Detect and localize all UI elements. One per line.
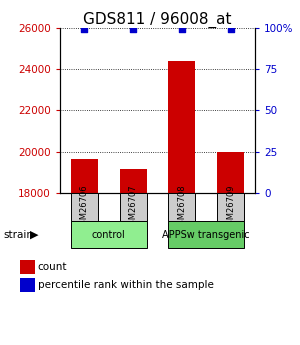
Point [179, 27, 184, 32]
Point [82, 27, 87, 32]
Text: percentile rank within the sample: percentile rank within the sample [38, 280, 213, 289]
Text: count: count [38, 263, 67, 272]
Point [131, 27, 136, 32]
Bar [217, 193, 244, 221]
Title: GDS811 / 96008_at: GDS811 / 96008_at [83, 11, 232, 28]
Text: GSM26707: GSM26707 [129, 184, 138, 230]
Bar [71, 193, 98, 221]
Text: GSM26709: GSM26709 [226, 184, 235, 230]
Text: strain: strain [3, 230, 33, 239]
Text: control: control [92, 230, 126, 239]
Bar [71, 159, 98, 193]
Point [228, 27, 233, 32]
Bar [71, 221, 146, 248]
Text: ▶: ▶ [30, 230, 39, 239]
Text: GSM26706: GSM26706 [80, 184, 89, 230]
Bar [217, 152, 244, 193]
Text: GSM26708: GSM26708 [177, 184, 186, 230]
Bar [120, 169, 146, 193]
Text: APPSw transgenic: APPSw transgenic [162, 230, 250, 239]
Bar [169, 221, 244, 248]
Bar [120, 193, 146, 221]
Bar [169, 193, 195, 221]
Bar [169, 61, 195, 193]
